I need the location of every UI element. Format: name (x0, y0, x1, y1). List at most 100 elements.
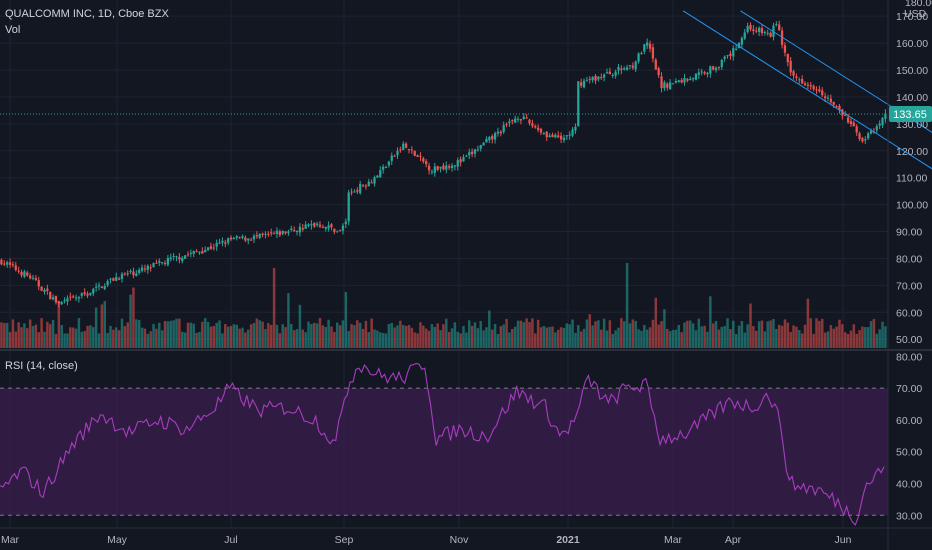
volume-bar (249, 324, 253, 348)
volume-bar (775, 328, 778, 348)
channel-line[interactable] (740, 10, 932, 197)
volume-bar (671, 330, 675, 348)
candle-body (792, 71, 795, 76)
candle-body (611, 75, 614, 77)
volume-bar (740, 321, 744, 348)
volume-bar (869, 321, 873, 348)
candle-body (333, 228, 336, 232)
volume-bar (402, 325, 405, 348)
candle-body (146, 265, 149, 270)
candle-body (714, 67, 718, 71)
volume-bar (769, 320, 772, 348)
candle-body (135, 273, 138, 277)
volume-bar (160, 330, 164, 348)
candle-body (623, 68, 626, 70)
candle-body (706, 72, 709, 75)
candle-body (327, 225, 330, 229)
candle-body (666, 83, 669, 88)
volume-bar (112, 329, 115, 348)
candle-body (34, 277, 38, 280)
volume-bar (826, 331, 830, 348)
candle-body (815, 89, 818, 91)
candle-body (204, 249, 207, 253)
volume-bar (63, 333, 66, 348)
candle-body (258, 233, 261, 238)
volume-bar (278, 333, 282, 348)
rsi-tick-label: 60.00 (896, 415, 922, 427)
price-tick-label: 110.00 (896, 173, 927, 185)
volume-bar (643, 325, 646, 348)
candle-body (565, 135, 568, 137)
candle-body (884, 113, 887, 119)
volume-bar (812, 333, 815, 348)
candle-body (336, 231, 339, 233)
candle-body (175, 256, 178, 258)
trend-channel[interactable] (682, 10, 932, 197)
candle-body (123, 273, 126, 275)
volume-bar (387, 323, 391, 348)
rsi-axis[interactable]: 80.00 70.00 60.00 50.00 40.00 30.00 (896, 351, 922, 522)
candle-body (545, 131, 548, 138)
volume-bar (100, 304, 104, 348)
candle-body (603, 74, 606, 78)
candle-body (445, 165, 448, 170)
volume-bar (379, 332, 382, 348)
volume-bar (628, 323, 632, 348)
price-axis[interactable]: 180.00 USD 170.00160.00150.00140.00130.0… (896, 0, 932, 346)
candle-body (37, 280, 40, 287)
time-axis[interactable]: Mar May Jul Sep Nov 2021 Mar Apr Jun (1, 534, 852, 546)
candle-body (310, 224, 313, 226)
candle-body (103, 286, 106, 290)
channel-line[interactable] (682, 10, 932, 197)
volume-bar (310, 324, 313, 348)
volume-bar (505, 318, 508, 348)
volume-bar (46, 321, 49, 348)
candle-body (869, 130, 873, 134)
candle-body (3, 263, 6, 265)
candle-body (17, 270, 20, 272)
volume-bar (858, 330, 861, 348)
volume-bar (69, 327, 72, 348)
candle-body (496, 131, 500, 134)
candle-body (186, 254, 190, 256)
chart-title[interactable]: QUALCOMM INC, 1D, Cboe BZX (5, 8, 169, 20)
candle-body (456, 160, 459, 167)
price-tick-label: 160.00 (896, 38, 928, 50)
candle-body (183, 255, 187, 259)
candle-body (542, 132, 545, 134)
volume-bar (137, 320, 141, 348)
candle-body (140, 267, 144, 271)
candle-body (72, 296, 75, 298)
volume-bar (66, 333, 69, 348)
candle-body (51, 297, 55, 300)
rsi-guide-lines (0, 387, 888, 516)
candle-body (97, 285, 101, 287)
rsi-legend[interactable]: RSI (14, close) (5, 360, 78, 372)
candle-body (548, 135, 551, 138)
volume-legend[interactable]: Vol (5, 24, 21, 36)
candle-body (617, 66, 620, 71)
volume-bar (221, 333, 224, 348)
volume-bar (37, 332, 40, 348)
volume-bar (358, 322, 362, 348)
volume-bar (430, 324, 434, 348)
volume-bar (711, 323, 715, 348)
volume-bar (674, 329, 678, 348)
volume-bar (806, 298, 810, 348)
volume-bar (614, 330, 617, 348)
volume-bar (51, 319, 55, 348)
candle-body (818, 89, 821, 92)
candle-body (293, 230, 296, 232)
rsi-tick-label: 30.00 (896, 510, 922, 522)
candle-body (680, 79, 683, 83)
candle-body (608, 71, 612, 75)
candle-body (11, 264, 15, 266)
candle-body (138, 269, 141, 273)
candle-body (525, 117, 528, 119)
candle-body (66, 298, 69, 302)
candle-body (760, 27, 764, 34)
volume-bar (703, 325, 706, 348)
volume-bar (548, 327, 551, 348)
candle-body (568, 134, 571, 136)
candle-body (344, 221, 347, 225)
